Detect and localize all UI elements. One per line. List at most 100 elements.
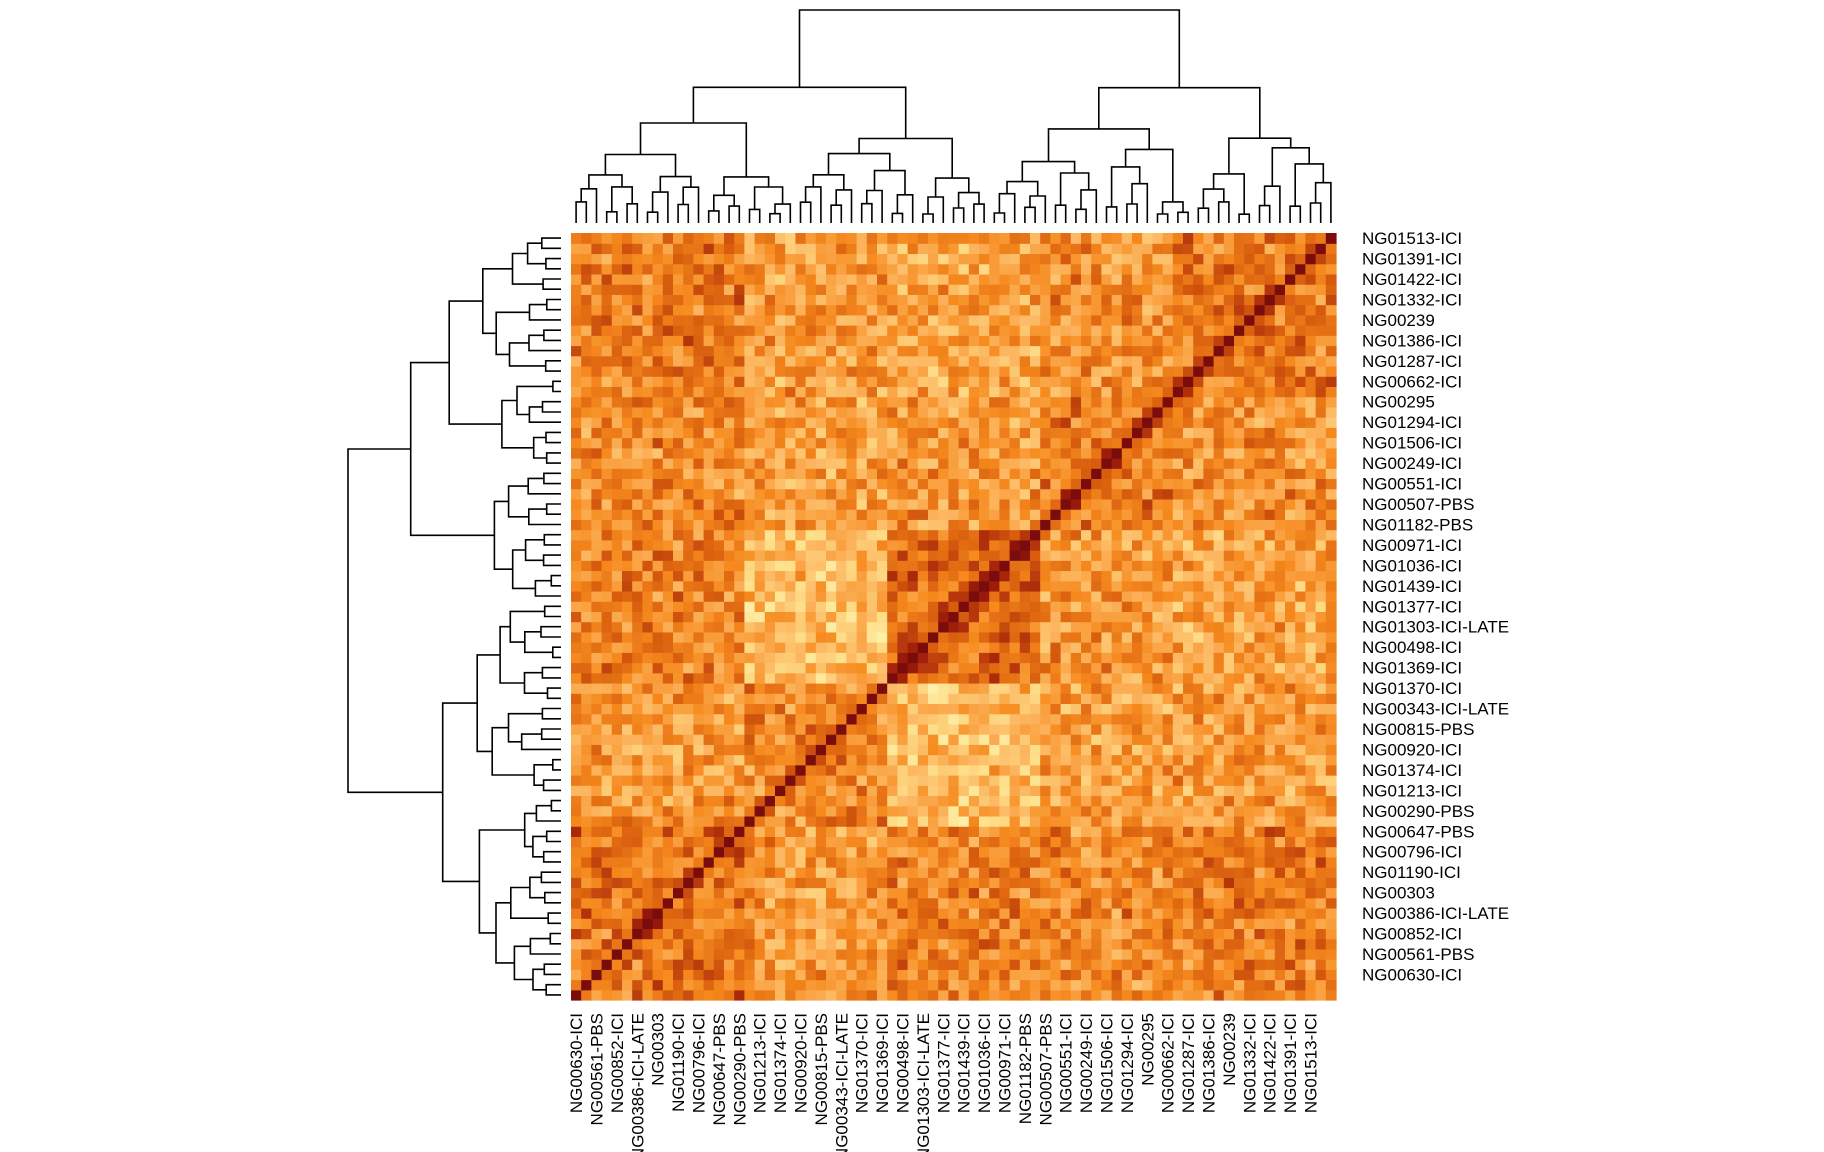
heatmap-cell [958, 795, 970, 807]
heatmap-cell [581, 682, 592, 694]
heatmap-cell [622, 498, 633, 510]
heatmap-cell [1172, 948, 1184, 960]
heatmap-cell [1091, 498, 1102, 510]
heatmap-cell [958, 468, 970, 480]
heatmap-cell [938, 867, 949, 878]
heatmap-cell [866, 488, 878, 500]
heatmap-cell [856, 877, 868, 889]
heatmap-cell [713, 539, 725, 551]
heatmap-cell [928, 478, 939, 490]
heatmap-cell [928, 529, 939, 541]
heatmap-cell [754, 795, 766, 807]
heatmap-cell [1162, 959, 1174, 970]
heatmap-cell [724, 672, 735, 684]
heatmap-cell [897, 785, 909, 797]
heatmap-cell [1111, 284, 1123, 295]
heatmap-cell [887, 355, 898, 367]
heatmap-cell [693, 457, 705, 469]
heatmap-cell [846, 314, 858, 326]
heatmap-cell [1203, 907, 1215, 919]
heatmap-cell [601, 539, 613, 551]
heatmap-cell [1040, 284, 1051, 295]
heatmap-cell [1132, 662, 1143, 674]
heatmap-cell [1172, 355, 1184, 367]
heatmap-cell [713, 314, 725, 326]
heatmap-cell [928, 447, 939, 459]
heatmap-cell [1009, 284, 1021, 295]
heatmap-cell [968, 427, 980, 439]
heatmap-cell [581, 335, 592, 347]
heatmap-cell [591, 734, 603, 745]
heatmap-cell [1091, 488, 1102, 500]
heatmap-cell [642, 928, 654, 940]
heatmap-cell [795, 253, 807, 265]
heatmap-cell [826, 233, 837, 244]
heatmap-cell [785, 570, 796, 582]
heatmap-cell [917, 734, 929, 745]
heatmap-cell [989, 601, 1000, 612]
heatmap-cell [1152, 948, 1164, 960]
heatmap-cell [1050, 928, 1062, 940]
heatmap-cell [581, 785, 592, 797]
heatmap-cell [1132, 805, 1143, 817]
heatmap-cell [652, 294, 664, 306]
heatmap-cell [1101, 938, 1113, 950]
heatmap-cell [968, 887, 980, 899]
heatmap-cell [795, 948, 807, 960]
heatmap-cell [693, 785, 705, 797]
heatmap-cell [877, 744, 888, 756]
heatmap-cell [968, 856, 980, 868]
heatmap-cell [1121, 969, 1133, 981]
dendrogram-branch [523, 812, 537, 848]
heatmap-cell [724, 642, 735, 653]
heatmap-cell [1162, 723, 1174, 735]
heatmap-cell [928, 877, 939, 889]
heatmap-cell [1019, 775, 1031, 786]
heatmap-cell [1213, 785, 1225, 797]
heatmap-cell [999, 590, 1011, 602]
heatmap-cell [611, 335, 623, 347]
heatmap-cell [917, 754, 929, 766]
heatmap-cell [1081, 529, 1092, 541]
heatmap-cell [887, 938, 898, 950]
heatmap-cell [1193, 795, 1204, 807]
heatmap-cell [785, 959, 796, 970]
heatmap-cell [846, 325, 858, 336]
heatmap-cell [734, 662, 745, 674]
heatmap-cell [734, 498, 745, 510]
heatmap-cell [1121, 846, 1133, 858]
heatmap-cell [917, 652, 929, 664]
heatmap-cell [642, 795, 654, 807]
heatmap-cell [907, 867, 919, 878]
dendrogram-branch [543, 329, 561, 342]
heatmap-cell [1040, 897, 1051, 909]
heatmap-cell [734, 488, 745, 500]
heatmap-cell [1091, 713, 1102, 725]
heatmap-cell [836, 263, 847, 275]
heatmap-cell [683, 948, 694, 960]
heatmap-cell [673, 273, 684, 285]
heatmap-cell [1019, 539, 1031, 551]
heatmap-cell [836, 335, 847, 347]
heatmap-cell [1223, 948, 1235, 960]
heatmap-cell [795, 795, 807, 807]
heatmap-cell [1101, 488, 1113, 500]
heatmap-cell [611, 570, 623, 582]
heatmap-cell [866, 345, 878, 357]
heatmap-cell [877, 979, 888, 991]
dendrogram-branch [543, 472, 561, 485]
heatmap-cell [713, 662, 725, 674]
heatmap-cell [662, 468, 674, 480]
heatmap-cell [1132, 621, 1143, 633]
heatmap-cell [683, 570, 694, 582]
heatmap-cell [1081, 304, 1092, 316]
heatmap-cell [999, 877, 1011, 889]
heatmap-cell [1070, 867, 1082, 878]
heatmap-cell [1091, 253, 1102, 265]
heatmap-cell [836, 723, 847, 735]
heatmap-cell [1121, 570, 1133, 582]
heatmap-cell [591, 703, 603, 715]
heatmap-cell [571, 764, 582, 776]
heatmap-cell [1101, 682, 1113, 694]
heatmap-cell [1132, 887, 1143, 899]
